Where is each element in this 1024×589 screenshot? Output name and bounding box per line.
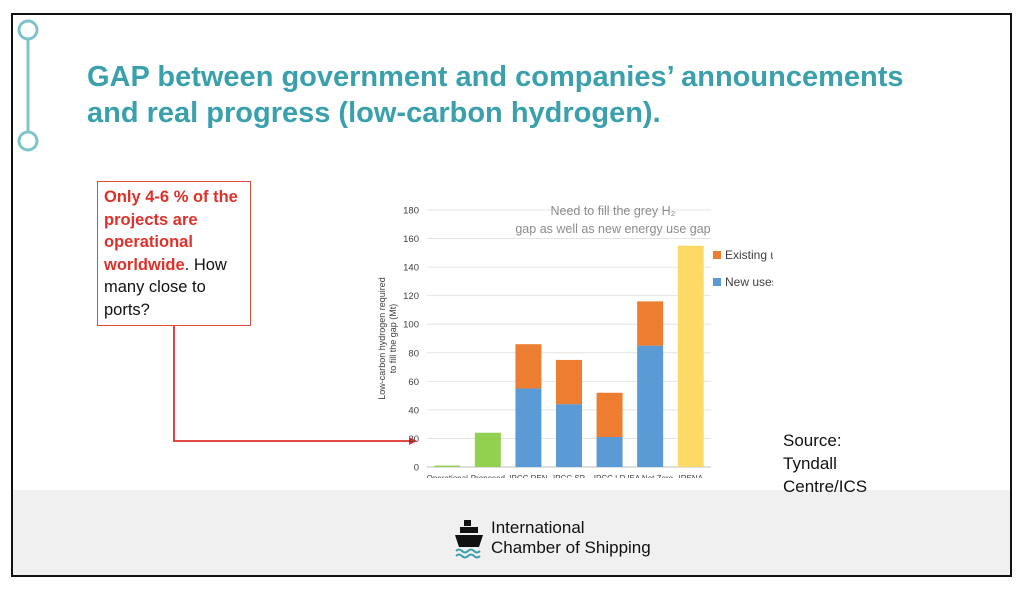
source-line-3: Centre/ICS [783,477,868,496]
hydrogen-gap-chart: 0 20 40 60 80 100 120 140 160 180 OperationalProp… [377,204,773,478]
org-name-line-1: International [491,518,585,537]
callout-arrow [173,326,417,445]
y-axis-label-line: to fill the gap (Mt) [388,304,398,374]
y-tick-label: 80 [408,348,419,359]
y-tick-label: 160 [403,234,419,245]
legend-swatch [713,251,721,259]
bar-existing-uses [637,301,664,346]
y-axis-label-line: Low-carbon hydrogen required [377,277,387,400]
y-tick-label: 0 [414,463,419,474]
org-name: International Chamber of Shipping [491,518,651,558]
legend-swatch [713,278,721,286]
bar-new-uses [556,404,582,467]
y-tick-label: 140 [403,263,419,274]
ship-logo-icon [455,520,483,559]
bar-total [677,245,704,467]
bar-total [434,465,461,467]
bar-existing-uses [556,359,582,405]
chart-bars [434,245,704,467]
source-line-1: Source: [783,431,842,450]
callout-arrow-line [173,326,411,442]
source-note: Source: Tyndall Centre/ICS [783,429,867,498]
x-tick-label: Proposed [471,474,505,478]
y-tick-label: 180 [403,206,419,217]
slide: GAP between government and companies’ an… [11,13,1012,577]
legend-label: New uses [725,275,773,289]
x-tick-labels: OperationalProposed IPCC REN IPCC SP IPCC L… [427,474,704,478]
x-tick-label: IPCC SP [553,474,585,478]
bar-new-uses [637,345,664,467]
x-tick-label: Operational [427,474,469,478]
x-tick-label: IPCC LD [594,474,626,478]
callout-arrow-head [409,437,417,445]
bar-total [474,432,501,467]
y-tick-label: 20 [408,434,419,445]
footer-band [13,490,1010,575]
bar-existing-uses [596,392,623,438]
slide-title-line-1: GAP between government and companies’ an… [87,61,904,93]
chart-annotation-line-1: Need to fill the grey H₂ [550,204,675,218]
source-line-2: Tyndall [783,454,837,473]
timeline-decoration [17,19,39,152]
slide-title-line-2: and real progress (low-carbon hydrogen). [87,97,661,129]
callout-text: . How many close to ports? [104,255,227,319]
y-tick-label: 100 [403,320,419,331]
y-axis-label: Low-carbon hydrogen required to fill the … [377,277,398,400]
y-tick-label: 120 [403,291,419,302]
y-tick-label: 60 [408,377,419,388]
callout-box: Only 4-6 % of the projects are operation… [97,181,251,326]
bar-new-uses [596,437,623,467]
bar-new-uses [515,388,542,467]
timeline-dot-bottom [17,130,39,152]
chart-annotation-line-2: gap as well as new energy use gap [515,222,710,236]
x-tick-label: IEA Net Zero [627,474,673,478]
slide-title: GAP between government and companies’ an… [87,59,967,131]
legend-label: Existing uses [725,248,773,262]
x-tick-label: IPCC REN [509,474,547,478]
bar-existing-uses [515,344,542,389]
y-tick-labels: 0 20 40 60 80 100 120 140 160 180 [403,206,419,474]
callout-highlight: Only 4-6 % of the projects are operation… [104,188,238,274]
x-tick-label: IRENA [678,474,703,478]
y-tick-label: 40 [408,405,419,416]
org-name-line-2: Chamber of Shipping [491,538,651,557]
chart-legend: Existing uses New uses [713,248,773,289]
